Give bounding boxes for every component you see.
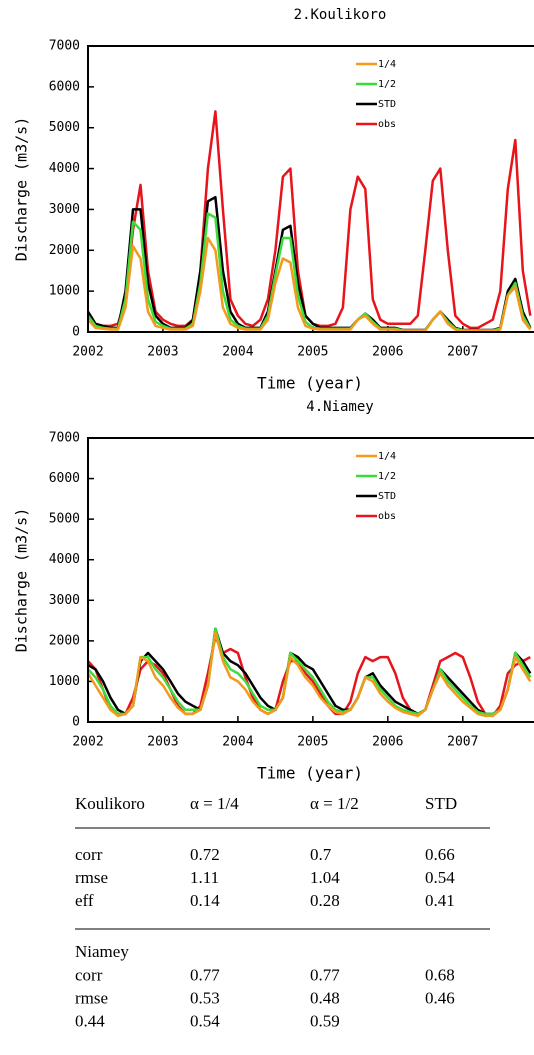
y-tick-label: 0 (72, 325, 80, 340)
y-tick-label: 5000 (49, 120, 80, 135)
x-tick-label: 2007 (447, 735, 478, 750)
table-cell: 0.44 (75, 1011, 105, 1030)
y-tick-label: 3000 (49, 202, 80, 217)
data-line (86, 195, 532, 332)
table-cell: eff (75, 891, 94, 910)
table-cell: rmse (75, 988, 108, 1007)
y-tick-label: 7000 (49, 431, 80, 446)
legend-label: STD (378, 491, 396, 502)
y-tick-label: 0 (72, 715, 80, 730)
table-cell: 0.77 (310, 965, 340, 984)
y-tick-label: 4000 (49, 161, 80, 176)
table-cell: 0.41 (425, 891, 455, 910)
legend-label: 1/4 (378, 451, 396, 462)
y-axis-label: Discharge (m3/s) (13, 117, 31, 262)
table-cell: 0.66 (425, 845, 455, 864)
x-tick-label: 2002 (72, 735, 103, 750)
x-axis-label: Time (year) (257, 764, 363, 783)
table-cell: 0.68 (425, 965, 455, 984)
data-line (87, 110, 532, 330)
chart-title: 4.Niamey (306, 399, 373, 415)
data-line (87, 627, 532, 716)
table-cell: 0.28 (310, 891, 340, 910)
table-cell: 0.72 (190, 845, 220, 864)
y-tick-label: 2000 (49, 633, 80, 648)
legend-label: 1/2 (378, 79, 396, 90)
legend-label: 1/2 (378, 471, 396, 482)
y-tick-label: 1000 (49, 284, 80, 299)
x-tick-label: 2005 (297, 345, 328, 360)
data-line (86, 631, 532, 718)
table-cell: 0.53 (190, 988, 220, 1007)
plot-frame (87, 437, 534, 723)
y-tick-label: 6000 (49, 471, 80, 486)
x-tick-label: 2005 (297, 735, 328, 750)
y-tick-label: 3000 (49, 593, 80, 608)
y-tick-label: 7000 (49, 39, 80, 54)
table-cell: α = 1/4 (190, 794, 239, 813)
x-tick-label: 2006 (372, 345, 403, 360)
table-cell: 0.46 (425, 988, 455, 1007)
y-tick-label: 6000 (49, 79, 80, 94)
y-tick-label: 4000 (49, 552, 80, 567)
table-cell: 0.14 (190, 891, 220, 910)
table-cell: rmse (75, 868, 108, 887)
legend-label: 1/4 (378, 59, 396, 70)
chart-title: 2.Koulikoro (294, 7, 387, 23)
x-tick-label: 2003 (147, 735, 178, 750)
legend-label: obs (378, 511, 396, 522)
x-tick-label: 2007 (447, 345, 478, 360)
x-tick-label: 2004 (222, 345, 253, 360)
x-tick-label: 2002 (72, 345, 103, 360)
x-tick-label: 2006 (372, 735, 403, 750)
data-line (87, 627, 532, 716)
x-tick-label: 2004 (222, 735, 253, 750)
table-cell: 1.04 (310, 868, 340, 887)
x-axis-label: Time (year) (257, 374, 363, 393)
table-cell: Koulikoro (75, 794, 145, 813)
data-line (87, 635, 531, 718)
table-cell: 1.11 (190, 868, 219, 887)
plot-frame (87, 45, 534, 333)
y-tick-label: 2000 (49, 243, 80, 258)
y-axis-label: Discharge (m3/s) (13, 508, 31, 653)
table-cell: 0.77 (190, 965, 220, 984)
legend-label: obs (378, 119, 396, 130)
table-cell: 0.54 (190, 1011, 220, 1030)
legend-label: STD (378, 99, 396, 110)
table-cell: corr (75, 845, 103, 864)
y-tick-label: 1000 (49, 674, 80, 689)
table-cell: corr (75, 965, 103, 984)
table-cell: 0.48 (310, 988, 340, 1007)
data-line (87, 236, 532, 333)
table-cell: STD (425, 794, 457, 813)
table-cell: α = 1/2 (310, 794, 359, 813)
table-cell: 0.54 (425, 868, 455, 887)
table-cell: 0.7 (310, 845, 332, 864)
y-tick-label: 5000 (49, 512, 80, 527)
table-cell: Niamey (75, 942, 129, 961)
table-cell: 0.59 (310, 1011, 340, 1030)
x-tick-label: 2003 (147, 345, 178, 360)
